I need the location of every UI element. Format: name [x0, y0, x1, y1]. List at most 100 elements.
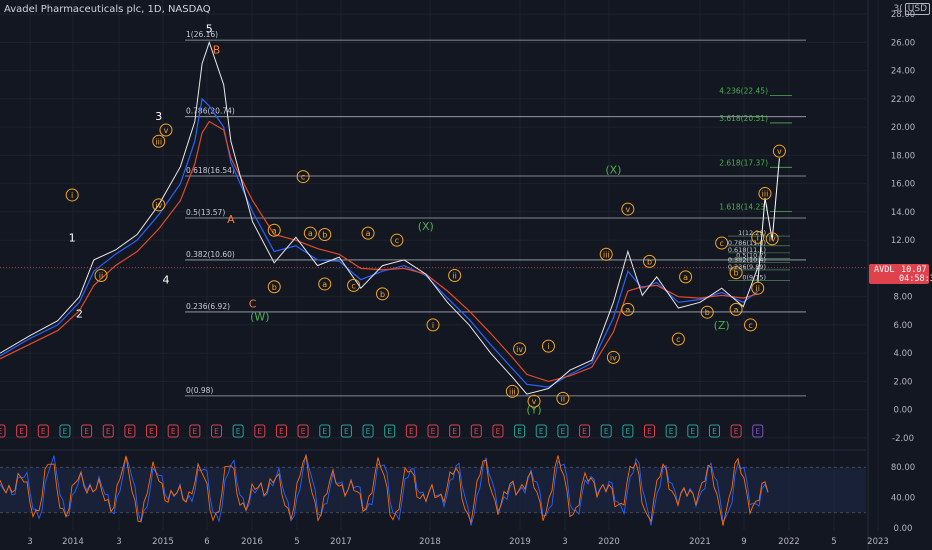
wave-label-circle [744, 318, 758, 332]
wave-label: 2 [76, 308, 83, 321]
wave-label-circle [318, 277, 332, 291]
x-tick-label: 2021 [689, 537, 711, 547]
currency-badge[interactable]: 3(USD [893, 3, 930, 15]
last-price-tag: AVDL 10.07 04:58:39 [869, 264, 932, 284]
y-tick-label: 0.00 [894, 406, 913, 416]
earnings-marker-box [405, 424, 417, 438]
earnings-marker-box [297, 424, 309, 438]
earnings-marker-box [362, 424, 374, 438]
wave-label: (Y) [526, 404, 541, 417]
chart-title: Avadel Pharmaceuticals plc, 1D, NASDAQ [4, 4, 211, 15]
y-tick-label: 22.00 [891, 95, 915, 105]
wave-label-circle [94, 268, 108, 282]
moving-average-line [0, 120, 758, 383]
wave-label: i [547, 342, 549, 351]
wave-label: ii [99, 271, 103, 280]
wave-label: v [164, 126, 169, 135]
wave-label: (X) [418, 220, 434, 233]
earnings-marker-box [37, 424, 49, 438]
earnings-marker-box [146, 424, 158, 438]
wave-label: iv [516, 345, 523, 354]
wave-label-circle [361, 226, 375, 240]
wave-label: iv [769, 235, 776, 244]
x-tick-label: 5 [831, 537, 836, 547]
fib-small-label: 0.618(11.1) [728, 246, 766, 254]
wave-label-circle [751, 281, 765, 295]
y-tick-label: 18.00 [891, 151, 915, 161]
y-tick-label: 20.00 [891, 123, 915, 133]
earnings-marker: E [128, 427, 133, 436]
wave-label: (X) [605, 164, 621, 177]
oscillator-tick-label: 0.00 [894, 524, 913, 534]
wave-label: b [272, 283, 277, 292]
fib-extension-label: 4.236(22.45) [719, 87, 768, 96]
x-tick-label: 2020 [598, 537, 620, 547]
wave-label-circle [527, 394, 541, 408]
y-tick-label: 24.00 [891, 67, 915, 77]
wave-label: c [301, 173, 305, 182]
wave-label-circle [303, 226, 317, 240]
currency-label: USD [904, 3, 930, 15]
fib-small-label: 0.5(10.7) [736, 252, 766, 260]
wave-label: b [322, 231, 327, 240]
fib-level-label: 1(26.16) [186, 30, 218, 39]
earnings-marker-box [124, 424, 136, 438]
price-series-group [0, 40, 866, 395]
wave-label: c [395, 236, 399, 245]
x-tick-label: 2016 [241, 537, 263, 547]
earnings-marker: E [171, 427, 176, 436]
wave-label-circle [765, 232, 779, 246]
y-tick-label: 2.00 [894, 377, 913, 387]
wave-label: iii [509, 387, 516, 396]
fib-levels: 1(26.16) 0.786(20.74) 0.618(16.54) 0.5(13.5… [185, 30, 806, 397]
y-tick-label: 28.00 [891, 10, 915, 20]
wave-label-circle [751, 230, 765, 244]
earnings-marker: E [496, 427, 501, 436]
earnings-marker: E [106, 427, 111, 436]
wave-label-circle [347, 278, 361, 292]
earnings-marker: E [712, 427, 717, 436]
earnings-marker: E [322, 427, 327, 436]
x-tick-label: 3 [116, 537, 121, 547]
wave-label: v [777, 147, 782, 156]
earnings-marker-box [535, 424, 547, 438]
wave-label: v [532, 397, 537, 406]
wave-label: i [71, 191, 73, 200]
earnings-marker-box [232, 424, 244, 438]
price-tag-price: 10.07 [901, 265, 927, 275]
wave-label: b [647, 257, 652, 266]
wave-label: b [734, 269, 739, 278]
wave-label-circle [505, 384, 519, 398]
x-tick-label: 6 [204, 537, 209, 547]
earnings-marker-box [254, 424, 266, 438]
wave-label: iv [155, 201, 162, 210]
wave-label: 4 [162, 274, 169, 287]
earnings-marker-box [752, 424, 764, 438]
wave-label: ii [756, 284, 760, 293]
wave-label: a [322, 280, 327, 289]
oscillator-d-line [0, 454, 769, 526]
x-axis: 3 2014 3 2015 6 2016 5 2017 2018 2019 3 2020 2021 9 20… [27, 537, 889, 547]
fib-level-label: 0(0.98) [186, 386, 213, 395]
fib-level-label: 0.382(10.60) [186, 250, 235, 259]
wave-label: iii [762, 190, 769, 199]
wave-label-circle [426, 318, 440, 332]
y-tick-label: -2.00 [892, 434, 914, 444]
wave-label: ii [452, 271, 456, 280]
wave-label: i [757, 233, 759, 242]
wave-label: (W) [250, 310, 269, 323]
wave-label-circle [671, 332, 685, 346]
fib-extensions: 4.236(22.45) 3.618(20.51) 2.618(17.37) 1.61… [719, 87, 792, 281]
x-tick-label: 2018 [419, 537, 441, 547]
currency-prefix: 3( [893, 4, 903, 14]
earnings-marker: E [625, 427, 630, 436]
earnings-marker: E [647, 427, 652, 436]
earnings-marker-box [427, 424, 439, 438]
earnings-marker-box [340, 424, 352, 438]
earnings-marker: E [19, 427, 24, 436]
wave-label: iii [603, 250, 610, 259]
wave-label: v [625, 205, 630, 214]
earnings-marker: E [517, 427, 522, 436]
earnings-marker-box [59, 424, 71, 438]
